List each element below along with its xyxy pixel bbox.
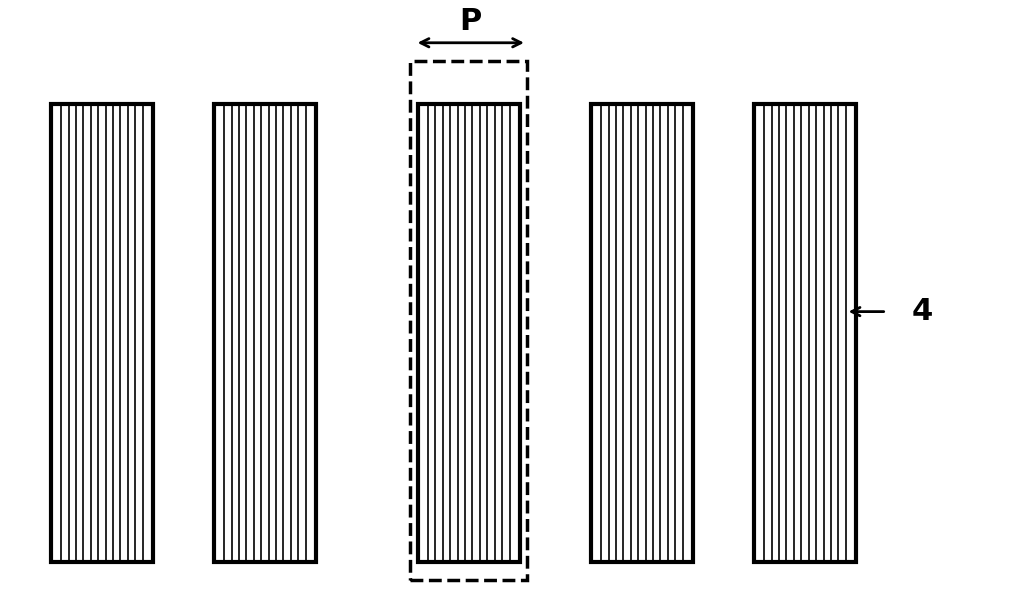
Text: P: P	[460, 7, 482, 36]
Bar	[51, 104, 153, 562]
Text: 4: 4	[912, 297, 933, 326]
Bar	[418, 104, 520, 562]
Bar	[754, 104, 856, 562]
Bar	[214, 104, 316, 562]
Bar	[410, 61, 528, 580]
Bar	[591, 104, 693, 562]
